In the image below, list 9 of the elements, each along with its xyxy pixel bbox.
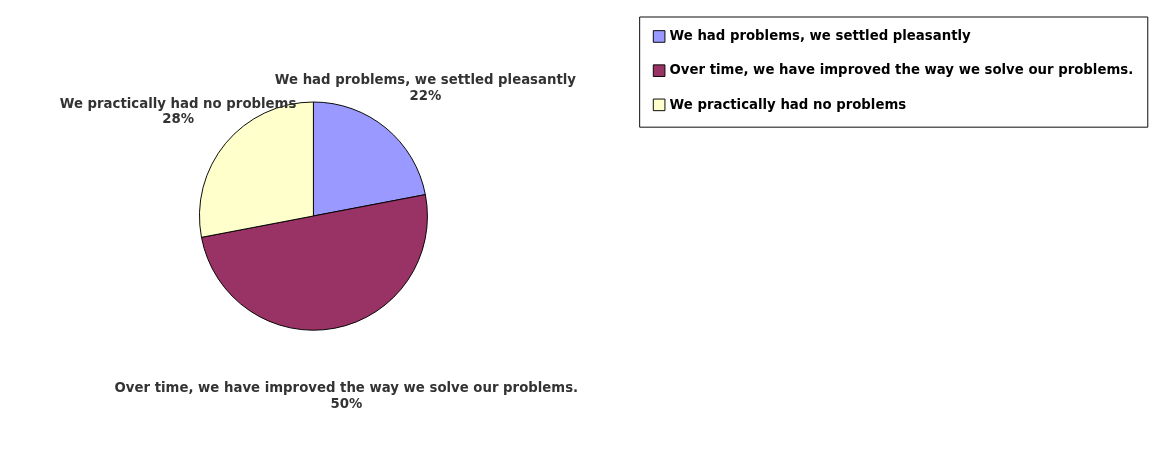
data-label: 22% [409, 87, 442, 103]
legend-label: Over time, we have improved the way we solve our problems. [669, 62, 1134, 78]
slice-label: Over time, we have improved the way we solve our problems. [114, 380, 579, 396]
data-label: 50% [330, 395, 363, 411]
legend-label: We had problems, we settled pleasantly [669, 28, 972, 44]
slice-label: We had problems, we settled pleasantly [274, 72, 577, 88]
slice-label: We practically had no problems [59, 95, 297, 111]
data-label: 28% [162, 110, 194, 126]
legend-label: We practically had no problems [669, 96, 907, 112]
